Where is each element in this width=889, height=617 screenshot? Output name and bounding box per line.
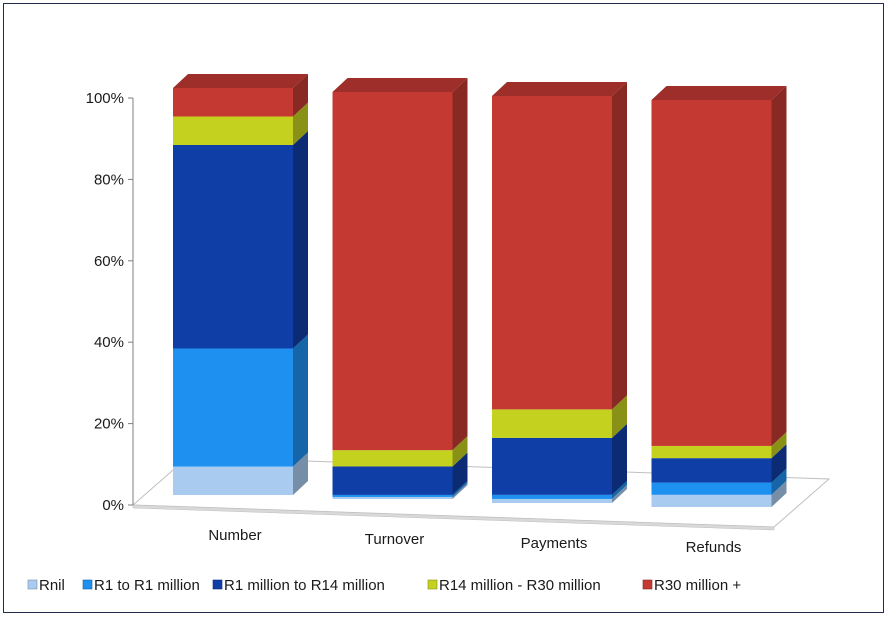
y-tick-label: 20% — [94, 416, 124, 433]
bar-segment-front — [173, 116, 293, 145]
category-label: Payments — [521, 535, 588, 552]
bar-segment-front — [332, 450, 453, 467]
bar-segment-side — [612, 395, 627, 438]
bar-segment-front — [492, 494, 612, 499]
legend-swatch — [27, 579, 38, 590]
bar-segment-front — [173, 144, 293, 349]
legend-swatch — [427, 579, 438, 590]
bar-segment-front — [651, 458, 772, 483]
y-tick-label: 40% — [94, 334, 124, 351]
legend-swatch — [212, 579, 223, 590]
bar-segment-front — [651, 482, 772, 495]
bar-segment-front — [492, 437, 612, 495]
bar-segment-side — [293, 452, 308, 495]
y-tick-label: 0% — [102, 497, 124, 514]
bar-segment-front — [173, 88, 293, 117]
y-tick-label: 60% — [94, 253, 124, 270]
legend-label: R1 million to R14 million — [224, 577, 385, 594]
bar-segment-side — [771, 480, 787, 507]
bar-segment-front — [651, 494, 772, 507]
bar-segment-side — [612, 480, 627, 499]
legend-label: R14 million - R30 million — [439, 577, 601, 594]
bar-segment-side — [452, 78, 468, 451]
y-tick-label: 80% — [94, 171, 124, 188]
legend-swatch — [82, 579, 93, 590]
bar-segment-front — [492, 498, 612, 503]
floor-edge — [132, 504, 775, 531]
bar-segment-front — [492, 409, 612, 438]
bar-segment-side — [293, 74, 308, 117]
bar-top — [173, 74, 308, 88]
bar-segment-side — [452, 436, 468, 467]
bar-segment-side — [771, 444, 787, 483]
bar-segment-side — [452, 482, 468, 499]
bar-segment-side — [293, 130, 308, 349]
legend-label: R1 to R1 million — [94, 577, 200, 594]
bar-segment-front — [332, 466, 453, 495]
bar-segment-front — [332, 494, 453, 497]
bar-segment-side — [771, 431, 787, 459]
bar-segment-front — [173, 466, 293, 495]
legend-label: Rnil — [39, 577, 65, 594]
bar-segment-side — [293, 102, 308, 145]
y-tick-label: 100% — [86, 90, 124, 107]
category-label: Turnover — [365, 531, 424, 548]
bar-segment-side — [771, 468, 787, 495]
bar-top — [332, 78, 468, 92]
legend-swatch — [642, 579, 653, 590]
bar-segment-side — [293, 334, 308, 467]
bar-top — [651, 86, 787, 100]
legend-label: R30 million + — [654, 577, 741, 594]
bar-segment-side — [771, 86, 787, 446]
bar-segment-front — [492, 96, 612, 410]
bar-segment-front — [651, 100, 772, 446]
bar-segment-front — [332, 92, 453, 451]
category-label: Number — [208, 527, 261, 544]
bar-segment-front — [173, 348, 293, 467]
bar-segment-side — [452, 452, 468, 495]
category-label: Refunds — [686, 539, 742, 556]
bar-segment-side — [612, 423, 627, 495]
bar-segment-front — [332, 496, 453, 499]
bar-segment-side — [612, 82, 627, 410]
bar-segment-front — [651, 445, 772, 459]
bar-segment-side — [612, 484, 627, 503]
bar-top — [492, 82, 627, 96]
bar-segment-side — [452, 480, 468, 497]
chart-frame — [3, 3, 884, 613]
